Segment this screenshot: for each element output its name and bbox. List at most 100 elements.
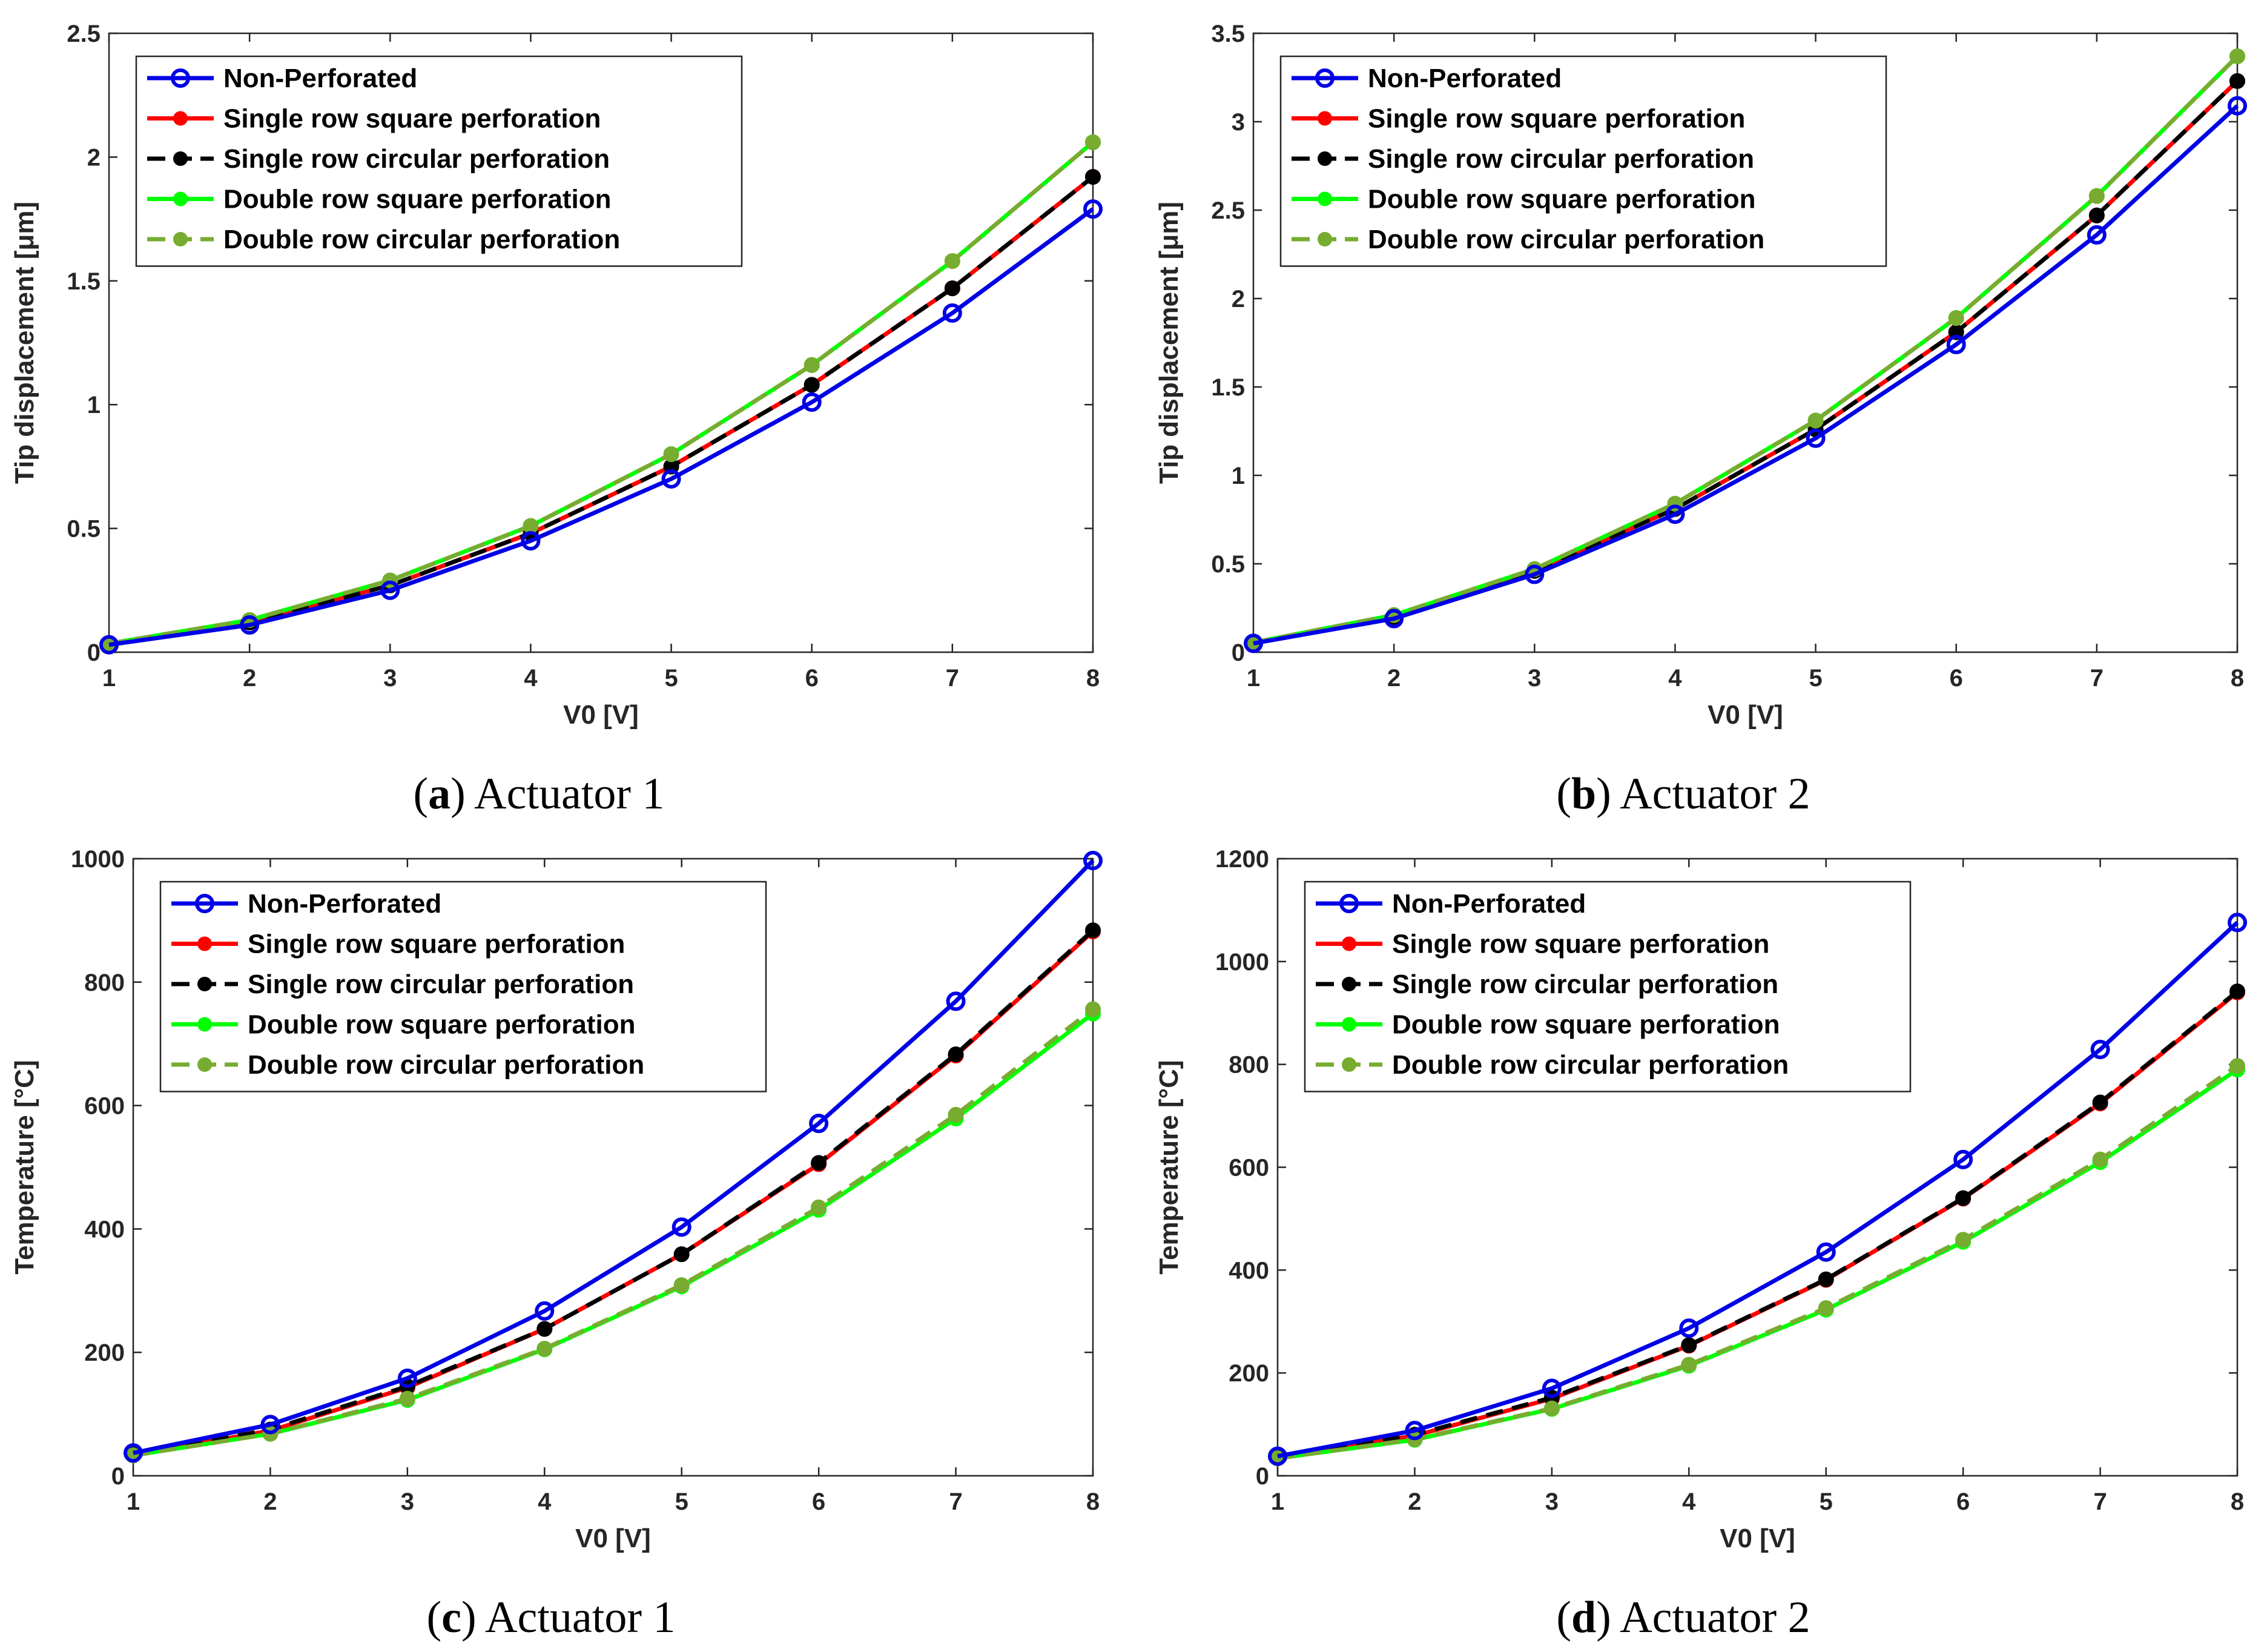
chart-panel-d: 0 200 400 600 800 1000 1200 1 2 3 4 5 6 7 8 V0 [V] Tempe… [1154, 846, 2247, 1642]
y-tick-label: 600 [1229, 1155, 1269, 1181]
data-point [811, 1199, 827, 1215]
series-line [108, 207, 1095, 647]
legend-label: Single row circular perforation [1392, 970, 1778, 999]
data-point [1946, 334, 1966, 354]
legend: Non-Perforated Single row square perforat… [1304, 881, 1912, 1092]
data-point [99, 635, 119, 655]
data-point [672, 1217, 691, 1237]
data-point [1955, 1190, 1972, 1206]
data-point [1525, 564, 1545, 584]
legend-marker [197, 936, 212, 951]
data-point [2092, 1151, 2108, 1168]
caption-text: ) Actuator 1 [461, 1593, 675, 1642]
legend-marker [197, 1017, 212, 1032]
legend-marker [195, 894, 214, 913]
x-tick-label: 2 [263, 1488, 277, 1515]
x-axis-label: V0 [V] [575, 1524, 651, 1553]
legend-label: Single row circular perforation [248, 970, 634, 999]
x-tick-label: 2 [1408, 1488, 1421, 1515]
x-axis-ticks: 1 2 3 4 5 6 7 8 [1247, 33, 2244, 692]
y-tick-label: 1 [87, 392, 101, 418]
x-tick-label: 7 [946, 665, 959, 692]
panel-caption: (d) Actuator 2 [1556, 1593, 1810, 1642]
data-point [948, 1046, 964, 1063]
caption-text: ) Actuator 2 [1596, 1593, 1810, 1642]
data-point [1807, 412, 1824, 429]
y-tick-label: 800 [1229, 1052, 1269, 1079]
data-point [1953, 1149, 1973, 1169]
x-tick-label: 3 [1545, 1488, 1559, 1515]
legend-label: Double row square perforation [248, 1010, 636, 1040]
y-axis-ticks: 0 0.5 1 1.5 2 2.5 [67, 21, 1093, 666]
x-tick-label: 1 [1247, 665, 1260, 692]
y-tick-label: 1.5 [1211, 374, 1245, 401]
legend-label: Single row square perforation [248, 930, 625, 959]
x-tick-label: 5 [675, 1488, 688, 1515]
y-tick-label: 1000 [71, 846, 125, 873]
data-point [1818, 1300, 1834, 1317]
series-line [1277, 920, 2239, 1459]
legend-label: Double row circular perforation [248, 1050, 644, 1080]
x-tick-label: 8 [1086, 1488, 1100, 1515]
data-point [942, 303, 962, 323]
x-tick-label: 7 [2093, 1488, 2107, 1515]
caption-paren: ( [427, 1593, 442, 1642]
data-point [948, 1106, 964, 1123]
x-tick-label: 1 [1271, 1488, 1284, 1515]
series-line [1277, 1064, 2239, 1461]
data-point [2229, 1058, 2245, 1074]
x-tick-label: 4 [538, 1488, 552, 1515]
legend-marker [173, 111, 188, 126]
legend-label: Single row square perforation [1392, 930, 1769, 959]
x-tick-label: 1 [127, 1488, 140, 1515]
data-point [2229, 983, 2245, 1000]
data-point [2087, 225, 2107, 245]
data-point [2088, 188, 2105, 204]
series-line [133, 1007, 1095, 1458]
legend-box [159, 881, 767, 1092]
chart-panel-a: 0 0.5 1 1.5 2 2.5 1 2 3 4 5 6 7 8 V0 [V] Tip displaceme… [10, 21, 1103, 819]
data-point [380, 580, 400, 600]
y-tick-label: 1000 [1215, 949, 1269, 976]
x-tick-label: 5 [664, 665, 678, 692]
data-point [536, 1321, 553, 1337]
caption-letter: d [1571, 1593, 1596, 1642]
x-tick-label: 3 [383, 665, 397, 692]
data-point [2090, 1040, 2110, 1060]
data-point [523, 518, 539, 534]
data-point [2228, 96, 2247, 116]
legend-box [135, 55, 743, 267]
legend-label: Non-Perforated [248, 889, 441, 919]
y-tick-label: 600 [84, 1093, 125, 1120]
x-axis-ticks: 1 2 3 4 5 6 7 8 [102, 33, 1100, 692]
data-point [1085, 922, 1101, 939]
legend-marker [197, 1057, 212, 1072]
y-tick-label: 0.5 [67, 516, 101, 543]
y-axis-label: Temperature [°C] [1154, 1060, 1184, 1274]
x-tick-label: 6 [805, 665, 819, 692]
legend-box [1304, 881, 1912, 1092]
legend-label: Non-Perforated [1368, 64, 1562, 93]
data-point [1405, 1421, 1425, 1441]
data-point [1085, 1001, 1101, 1017]
legend-marker [173, 191, 188, 206]
caption-letter: b [1571, 769, 1596, 819]
x-tick-label: 2 [1387, 665, 1401, 692]
data-point [661, 469, 681, 489]
panel-caption: (c) Actuator 1 [427, 1593, 676, 1642]
data-point [1681, 1356, 1697, 1373]
caption-text: ) Actuator 1 [450, 769, 664, 819]
y-tick-label: 2 [87, 144, 101, 171]
chart-panel-c: 0 200 400 600 800 1000 1 2 3 4 5 6 7 8 V0 [V] Temperatu… [10, 846, 1103, 1642]
x-axis-label: V0 [V] [563, 700, 639, 730]
y-tick-label: 400 [84, 1216, 125, 1243]
data-point [1665, 504, 1685, 524]
series-1 [99, 199, 1103, 655]
y-tick-label: 0 [111, 1463, 125, 1490]
legend-label: Double row square perforation [223, 185, 612, 214]
y-tick-label: 3 [1232, 109, 1245, 136]
x-axis-ticks: 1 2 3 4 5 6 7 8 [1271, 859, 2244, 1515]
legend-label: Double row square perforation [1368, 185, 1756, 214]
y-axis-ticks: 0 200 400 600 800 1000 1200 [1215, 846, 2237, 1490]
